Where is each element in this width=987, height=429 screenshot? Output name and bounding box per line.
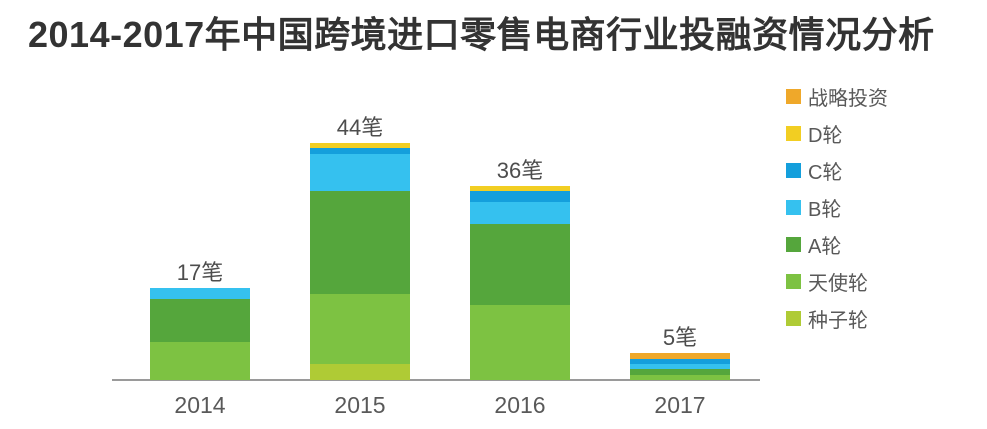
bar-total-label-2016: 36笔 [496,157,544,183]
legend-item-种子轮: 种子轮 [786,307,888,332]
legend-item-D轮: D轮 [786,122,888,147]
legend-swatch-icon [786,237,801,252]
legend-label: 天使轮 [808,273,868,295]
chart-title: 2014-2017年中国跨境进口零售电商行业投融资情况分析 [28,14,935,55]
legend-item-C轮: C轮 [786,159,888,184]
bar-segment-战略投资-2017 [630,353,730,359]
bar-segment-天使轮-2017 [630,374,730,380]
legend-swatch-icon [786,274,801,289]
legend-label: C轮 [808,162,843,184]
bar-segment-B轮-2017 [630,363,730,370]
x-axis-label-2016: 2016 [494,392,546,418]
bar-2014 [150,288,250,380]
legend-label: 战略投资 [808,88,888,110]
bar-segment-种子轮-2015 [310,363,410,380]
legend-swatch-icon [786,163,801,178]
bar-segment-C轮-2016 [470,191,570,203]
bar-2015 [310,142,410,380]
legend: 战略投资 D轮 C轮 B轮 A轮天使轮种子轮 [786,85,888,332]
legend-item-天使轮: 天使轮 [786,270,888,295]
legend-label: D轮 [808,125,843,147]
legend-swatch-icon [786,200,801,215]
bar-segment-C轮-2017 [630,358,730,364]
bar-total-label-2014: 17笔 [176,260,224,286]
legend-label: A轮 [808,236,842,258]
x-axis-label-2014: 2014 [174,392,226,418]
bar-total-label-2015: 44笔 [336,114,384,140]
bar-segment-天使轮-2015 [310,293,410,364]
legend-swatch-icon [786,311,801,326]
legend-swatch-icon [786,126,801,141]
legend-item-A轮: A轮 [786,233,888,258]
legend-item-战略投资: 战略投资 [786,85,888,110]
bar-2017 [630,353,730,380]
bar-segment-A轮-2015 [310,191,410,294]
x-axis-line [112,379,760,381]
bar-segment-D轮-2015 [310,142,410,149]
legend-label: 种子轮 [808,310,868,332]
x-axis-label-2015: 2015 [334,392,386,418]
bar-segment-B轮-2016 [470,202,570,224]
bar-segment-D轮-2016 [470,186,570,192]
legend-label: B轮 [808,199,842,221]
bar-segment-C轮-2015 [310,148,410,154]
bar-2016 [470,186,570,380]
bar-total-label-2017: 5笔 [662,325,698,351]
bar-segment-天使轮-2016 [470,304,570,380]
legend-swatch-icon [786,89,801,104]
legend-item-B轮: B轮 [786,196,888,221]
bar-segment-A轮-2014 [150,299,250,343]
bar-segment-A轮-2017 [630,369,730,375]
bar-segment-B轮-2014 [150,288,250,300]
bar-segment-A轮-2016 [470,223,570,305]
x-axis-label-2017: 2017 [654,392,706,418]
bar-segment-天使轮-2014 [150,342,250,380]
bar-segment-B轮-2015 [310,153,410,192]
